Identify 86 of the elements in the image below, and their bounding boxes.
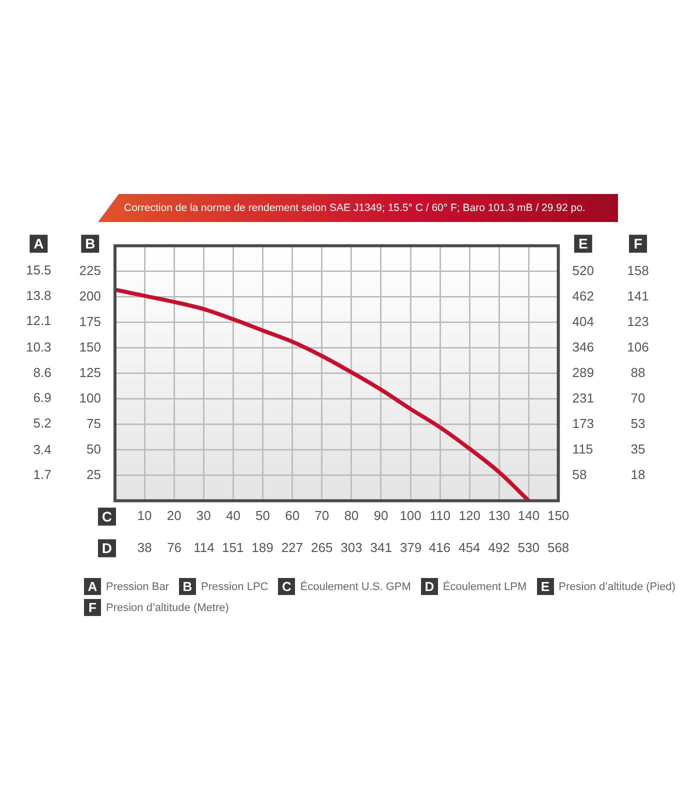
x2-tick-label: 492 — [488, 540, 510, 555]
text: A — [34, 236, 44, 252]
y2-tick-label: 462 — [572, 288, 594, 304]
x2-tick-label: 265 — [310, 540, 333, 555]
x-tick-label: 40 — [226, 508, 240, 524]
text: E — [540, 579, 550, 594]
x2-tick-label: 151 — [222, 540, 244, 555]
x2-tick-label: 416 — [428, 540, 451, 555]
y-tick-label: 225 — [79, 262, 101, 278]
y2-tick-label: 58 — [572, 466, 587, 482]
y2-tick-label: 173 — [572, 416, 594, 432]
text: 70 — [630, 390, 646, 406]
x-tick-label: 150 — [547, 508, 570, 524]
text: B — [182, 579, 192, 594]
text: Écoulement LPM — [442, 580, 527, 592]
x-tick-label: 110 — [430, 508, 450, 524]
text: 123 — [627, 314, 649, 329]
x2-tick-label: 114 — [194, 540, 214, 555]
y3-tick-label: 3.4 — [33, 442, 52, 457]
y-tick-label: 50 — [86, 441, 101, 456]
x-tick-label: 100 — [400, 508, 422, 524]
y3-tick-label: 12.1 — [26, 312, 52, 328]
x2-tick-label: 379 — [400, 540, 422, 555]
y3-tick-label: 1.7 — [33, 467, 52, 482]
text: Presion d’altitude (Pied) — [558, 580, 676, 592]
text: F — [634, 236, 643, 252]
x-tick-label: 60 — [285, 508, 300, 524]
y3-tick-label: 8.6 — [33, 364, 52, 380]
y3-tick-label: 5.2 — [33, 415, 52, 430]
text: 88 — [630, 364, 646, 380]
y-tick-label: 75 — [86, 416, 101, 431]
text: 53 — [630, 416, 646, 431]
y-tick-label: 25 — [86, 466, 101, 482]
chart-title: Correction de la norme de rendement selon SAE J1349; 15.5° C / 60° F; Baro 101.3 mB / 29.92 po. — [123, 202, 586, 214]
x2-tick-label: 38 — [137, 540, 152, 555]
x-tick-label: 80 — [344, 508, 359, 524]
y-tick-label: 175 — [79, 314, 101, 329]
line-series — [114, 288, 531, 501]
text: Pression LPC — [200, 580, 268, 592]
text: D — [102, 540, 112, 556]
x2-tick-label: 530 — [518, 540, 540, 555]
y2-tick-label: 289 — [572, 364, 594, 380]
text: 158 — [627, 262, 649, 278]
y2-tick-label: 404 — [572, 314, 594, 330]
text: D — [424, 579, 434, 594]
x-tick-label: 30 — [196, 508, 211, 524]
text: 35 — [630, 441, 646, 456]
text: Presion d’altitude (Metre) — [106, 602, 229, 614]
y3-tick-label: 6.9 — [33, 390, 52, 406]
y-tick-label: 100 — [79, 390, 101, 406]
text: 18 — [630, 466, 646, 482]
x2-tick-label: 568 — [547, 540, 570, 555]
text: 106 — [627, 339, 649, 354]
y2-tick-label: 231 — [572, 390, 594, 406]
text: C — [282, 579, 292, 594]
y-tick-label: 200 — [79, 288, 101, 304]
x2-tick-label: 227 — [281, 540, 304, 555]
x-tick-label: 20 — [166, 508, 182, 524]
x2-tick-label: 189 — [252, 540, 274, 555]
x2-tick-label: 341 — [370, 540, 392, 555]
y-tick-label: 125 — [79, 364, 101, 380]
y2-tick-label: 115 — [572, 442, 594, 457]
text: Écoulement U.S. GPM — [300, 580, 411, 592]
x-tick-label: 140 — [518, 508, 540, 524]
x-tick-label: 90 — [374, 508, 388, 524]
x-tick-label: 10 — [137, 508, 152, 524]
x2-tick-label: 303 — [340, 540, 362, 555]
y2-tick-label: 346 — [572, 340, 594, 355]
x-tick-label: 50 — [256, 508, 270, 524]
y2-tick-label: 520 — [572, 262, 594, 278]
text: F — [88, 600, 96, 615]
text: E — [578, 236, 588, 252]
y3-tick-label: 13.8 — [26, 288, 52, 303]
x2-tick-label: 76 — [167, 540, 182, 555]
x-tick-label: 130 — [488, 508, 510, 524]
y3-tick-label: 10.3 — [26, 340, 52, 355]
x2-tick-label: 454 — [458, 540, 480, 555]
text: 141 — [627, 288, 649, 304]
text: Pression Bar — [106, 580, 169, 592]
y3-tick-label: 15.5 — [26, 262, 52, 278]
text: C — [102, 508, 112, 524]
text: A — [88, 579, 98, 594]
x-tick-label: 120 — [458, 508, 480, 524]
x-tick-label: 70 — [314, 508, 330, 524]
y-tick-label: 150 — [79, 339, 101, 354]
text: B — [85, 236, 96, 252]
